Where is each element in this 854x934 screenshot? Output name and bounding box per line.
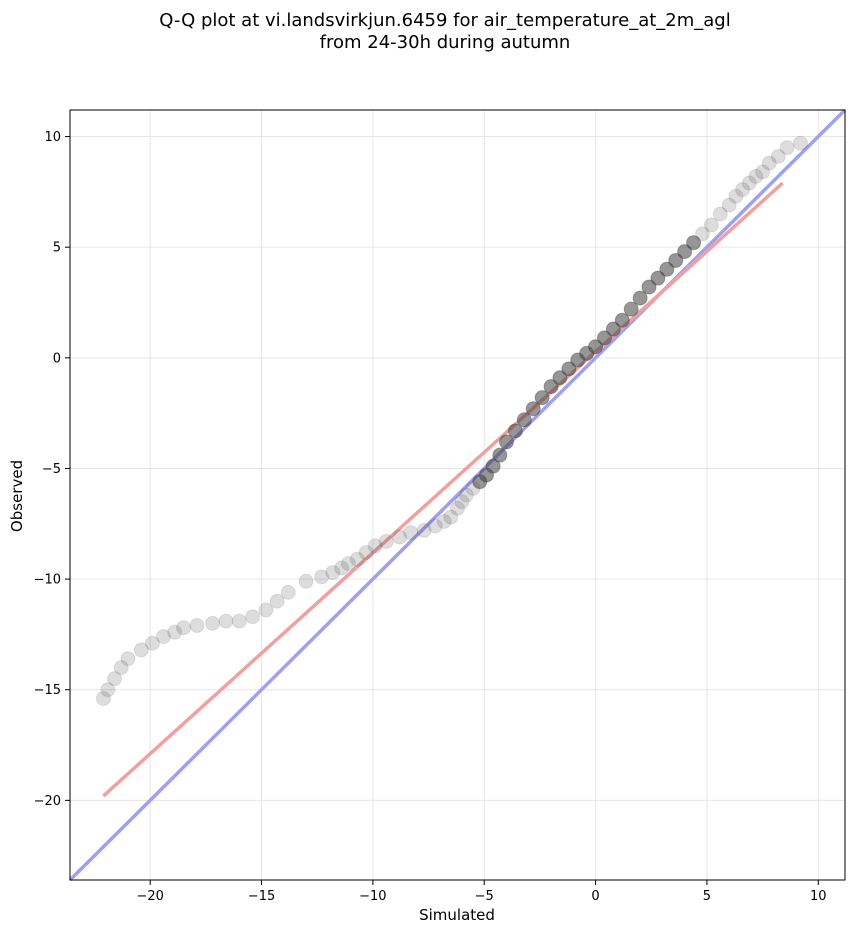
x-tick-label: −5 [475,889,494,904]
quantile-point [525,401,541,417]
reference-lines [68,108,847,882]
quantile-point [596,330,612,346]
y-tick-label: 0 [53,351,61,366]
quantile-point [245,609,261,625]
quantile-point [454,494,470,510]
quantile-point [677,244,693,260]
quantile-point [403,525,419,541]
quantile-point [189,618,205,634]
quantile-point [458,487,474,503]
y-tick-label: −20 [34,794,61,809]
identity-line [68,108,847,882]
y-tick-label: 5 [53,241,61,256]
quantile-point [614,312,630,328]
x-tick-label: 0 [591,889,599,904]
chart-title-line-2: from 24-30h during autumn [320,32,571,53]
quantile-point [792,135,808,151]
quantile-point [552,370,568,386]
quantile-point [120,651,136,667]
quantile-point [748,168,764,184]
quantile-point [712,206,728,222]
regression-line [102,181,784,798]
quantile-point [668,252,684,268]
quantile-point [761,155,777,171]
quantile-point [340,556,356,572]
quantile-point [605,321,621,337]
y-tick-label: −15 [34,683,61,698]
x-tick-label: −15 [248,889,275,904]
y-tick-label: −5 [42,462,61,477]
quantile-point [314,569,330,585]
quantile-point [167,624,183,640]
y-axis-ticks: −20 −15 −10 −5 0 5 10 [34,130,70,809]
quantile-point [650,270,666,286]
quantile-point [280,584,296,600]
quantile-point [623,301,639,317]
quantile-point [686,235,702,251]
quantile-point [427,518,443,534]
y-tick-label: −10 [34,573,61,588]
quantile-point [779,140,795,156]
quantile-point [298,573,314,589]
quantile-point [755,164,771,180]
quantile-point [358,545,374,561]
y-axis-label: Observed [8,460,26,532]
quantile-point [741,175,757,191]
quantile-point [416,522,432,538]
quantile-point [367,538,383,554]
quantile-point [450,500,465,516]
quantile-point [176,620,192,636]
quantile-point [498,434,514,450]
quantile-point [561,361,577,377]
x-tick-label: −10 [359,889,386,904]
quantile-point [659,261,675,277]
quantile-point [443,509,459,525]
quantile-point [543,379,559,395]
quantile-point [205,615,221,631]
quantile-point [144,635,160,651]
quantile-point [133,642,149,658]
quantile-points [95,135,808,707]
quantile-point [100,682,116,698]
x-tick-label: 10 [810,889,827,904]
quantile-point [735,182,751,198]
quantile-point [588,339,604,355]
x-tick-label: −20 [136,889,163,904]
quantile-point [770,148,786,164]
quantile-point [632,290,648,306]
x-axis-label: Simulated [419,906,495,924]
quantile-point [516,412,532,428]
quantile-point [485,458,501,474]
quantile-point [641,279,657,295]
x-tick-label: 5 [703,889,711,904]
quantile-point [107,671,123,687]
quantile-point [534,390,550,406]
quantile-point [728,188,744,204]
quantile-point [156,629,172,645]
quantile-point [258,602,274,618]
x-axis-ticks: −20 −15 −10 −5 0 5 10 [136,880,827,904]
y-tick-label: 10 [44,130,61,145]
chart-title-line-1: Q-Q plot at vi.landsvirkjun.6459 for air… [159,10,730,31]
quantile-point [334,560,350,576]
quantile-point [703,217,719,233]
quantile-point [269,593,285,609]
quantile-point [113,660,129,676]
grid-lines [70,110,845,880]
quantile-point [231,613,247,629]
quantile-point [325,564,341,580]
quantile-point [95,691,111,707]
quantile-point [378,533,394,549]
quantile-point [218,613,234,629]
quantile-point [694,226,710,242]
quantile-point [492,447,508,463]
plot-frame [69,109,846,881]
quantile-point [392,529,408,545]
quantile-point [436,514,452,530]
quantile-point [507,423,523,439]
quantile-point [721,197,737,213]
quantile-point [349,551,365,567]
